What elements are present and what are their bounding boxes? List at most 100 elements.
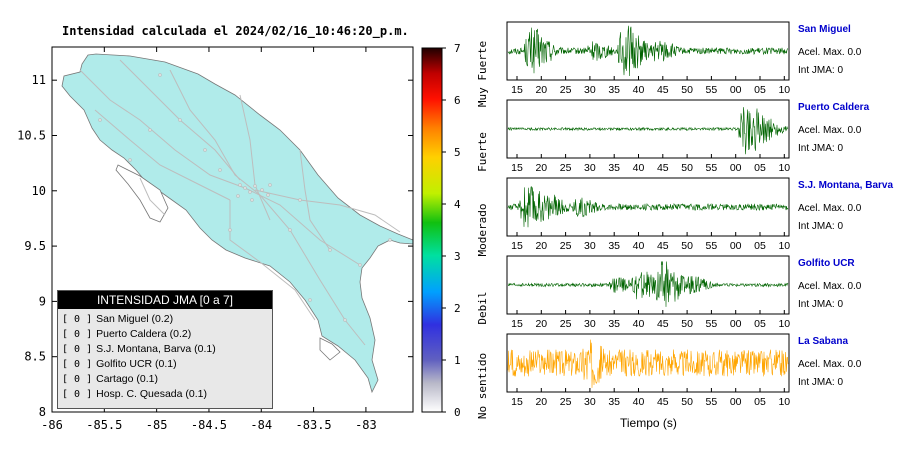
legend-header: INTENSIDAD JMA [0 a 7] [58, 291, 272, 309]
intensity-legend: INTENSIDAD JMA [0 a 7] [ 0 ] San Miguel (… [57, 290, 273, 409]
waveform-panel-golfito-ucr: 15 20 25 30 35 40 45 50 55 00 05 10 [506, 255, 790, 330]
waveform-tick-label: 25 [560, 84, 572, 96]
map-y-tick-label: 11 [32, 73, 46, 87]
gulf-of-nicoya [115, 164, 169, 223]
waveform-tick-label: 45 [657, 84, 669, 96]
waveform-panel-san-miguel: 15 20 25 30 35 40 45 50 55 00 05 10 [506, 21, 790, 96]
city-marker [218, 168, 222, 172]
map-x-tick-label: -84 [250, 418, 272, 432]
waveform-tick-label: 55 [706, 396, 718, 408]
waveform-tick-label: 50 [681, 396, 693, 408]
waveform-tick-label: 35 [608, 396, 620, 408]
waveform-tick-label: 25 [560, 162, 572, 174]
city-marker [243, 186, 247, 190]
waveform-tick-label: 55 [706, 318, 718, 330]
colorbar-tick-label: 0 [454, 406, 461, 419]
map-y-tick-label: 9 [39, 294, 46, 308]
legend-item-name: Puerto Caldera (0.2) [96, 328, 192, 340]
waveform-tick-label: 05 [754, 84, 766, 96]
city-marker [250, 198, 254, 202]
city-marker [148, 128, 152, 132]
colorbar-tick-label: 5 [454, 146, 461, 159]
road-line [254, 189, 401, 233]
city-marker [158, 73, 162, 77]
waveform-tick-label: 45 [657, 318, 669, 330]
map-x-tick-label: -83 [355, 418, 377, 432]
map-y-tick-label: 10 [32, 184, 46, 198]
waveform-tick-label: 50 [681, 318, 693, 330]
intensity-colorbar: 0 1 2 3 4 5 6 7 No sentido Debil Moderado Fuerte Muy… [421, 41, 489, 419]
city-marker [238, 183, 242, 187]
waveform-tick-label: 40 [633, 240, 645, 252]
station-acel: Acel. Max. 0.0 [798, 47, 862, 58]
road-line [169, 69, 366, 346]
city-marker [298, 198, 302, 202]
waveform-tick-label: 25 [560, 396, 572, 408]
legend-item: [ 0 ] San Miguel (0.2) [62, 312, 272, 327]
colorbar-tick-label: 4 [454, 198, 461, 211]
waveform-tick-label: 50 [681, 162, 693, 174]
waveform-tick-label: 10 [778, 162, 790, 174]
waveform-frame [506, 177, 790, 237]
waveform-tick-label: 30 [584, 162, 596, 174]
waveform-tick-label: 25 [560, 318, 572, 330]
golfo-dulce [319, 337, 341, 361]
legend-item-name: San Miguel (0.2) [96, 313, 174, 325]
intensity-map: -86 -85.5 -85 -84.5 -84 -83.5 -83 11 10.5 10 9.5 9 8… [17, 46, 414, 432]
road-line [299, 149, 331, 251]
waveform-tick-label: 30 [584, 318, 596, 330]
waveform-tick-label: 15 [511, 84, 523, 96]
waveform-tick-label: 20 [535, 84, 547, 96]
city-marker [266, 193, 270, 197]
waveform-tick-label: 00 [730, 396, 742, 408]
waveform-tick-label: 20 [535, 396, 547, 408]
station-name: Golfito UCR [798, 258, 855, 269]
waveform-panel-puerto-caldera: 15 20 25 30 35 40 45 50 55 00 05 10 [506, 99, 790, 174]
waveform-tick-label: 40 [633, 84, 645, 96]
waveform-tick-label: 10 [778, 240, 790, 252]
costa-rica-landmass [61, 53, 413, 394]
station-acel: Acel. Max. 0.0 [798, 359, 862, 370]
station-acel: Acel. Max. 0.0 [798, 125, 862, 136]
city-marker [178, 118, 182, 122]
station-name: San Miguel [798, 24, 851, 35]
waveform-tick-label: 20 [535, 240, 547, 252]
waveform-tick-label: 00 [730, 84, 742, 96]
colorbar-category-label: Muy Fuerte [476, 41, 489, 107]
legend-item-name: Golfito UCR (0.1) [96, 358, 177, 370]
waveform-tick-label: 35 [608, 162, 620, 174]
waveform-tick-label: 40 [633, 396, 645, 408]
colorbar-tick-label: 3 [454, 250, 461, 263]
waveform-panel-sj-montana-barva: 15 20 25 30 35 40 45 50 55 00 05 10 [506, 177, 790, 252]
city-marker [253, 184, 257, 188]
colorbar-category-label: Debil [476, 291, 489, 324]
legend-item-level: [ 0 ] [62, 359, 93, 370]
station-name: Puerto Caldera [798, 102, 870, 113]
legend-item-name: Hosp. C. Quesada (0.1) [96, 388, 207, 400]
legend-item-name: S.J. Montana, Barva (0.1) [96, 343, 216, 355]
time-axis-label: Tiempo (s) [620, 416, 677, 430]
city-marker [228, 228, 232, 232]
map-x-tick-label: -86 [41, 418, 63, 432]
station-acel: Acel. Max. 0.0 [798, 281, 862, 292]
city-marker [288, 228, 292, 232]
legend-item-level: [ 0 ] [62, 344, 93, 355]
legend-item-level: [ 0 ] [62, 389, 93, 400]
waveform-tick-label: 40 [633, 318, 645, 330]
waveform-tick-label: 50 [681, 84, 693, 96]
waveform-tick-label: 35 [608, 240, 620, 252]
legend-item: [ 0 ] Cartago (0.1) [62, 372, 272, 387]
waveform-tick-label: 45 [657, 240, 669, 252]
city-marker [236, 194, 240, 198]
station-name: La Sabana [798, 336, 849, 347]
city-marker [268, 183, 272, 187]
map-x-tick-label: -85.5 [86, 418, 122, 432]
legend-item-level: [ 0 ] [62, 314, 93, 325]
waveform-tick-label: 55 [706, 162, 718, 174]
waveform-trace [507, 25, 789, 77]
map-x-tick-label: -83.5 [296, 418, 332, 432]
legend-list: [ 0 ] San Miguel (0.2)[ 0 ] Puerto Caldera… [58, 312, 272, 402]
waveform-trace [507, 339, 789, 388]
road-line [239, 94, 271, 221]
station-int: Int JMA: 0 [798, 299, 844, 310]
